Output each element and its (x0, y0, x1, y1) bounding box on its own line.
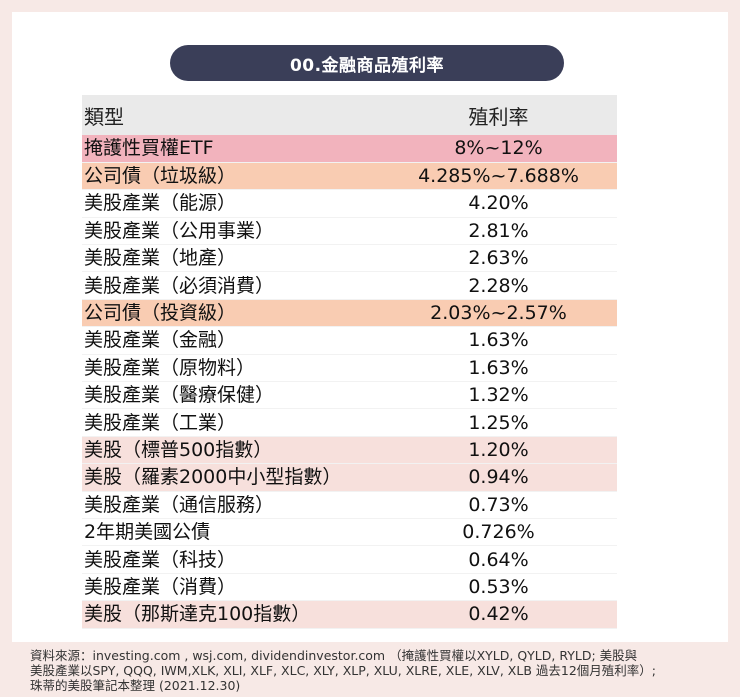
table-row: 美股產業（能源） 4.20% (82, 189, 617, 218)
row-yield: 0.94% (380, 463, 617, 492)
row-yield: 8%~12% (380, 135, 617, 163)
row-type: 美股產業（通信服務） (82, 491, 380, 519)
row-yield: 2.28% (380, 271, 617, 300)
table-row: 掩護性買權ETF 8%~12% (82, 135, 617, 163)
row-yield: 1.63% (380, 326, 617, 355)
row-type: 公司債（投資級） (82, 299, 380, 328)
row-yield: 1.63% (380, 354, 617, 383)
table-row: 公司債（投資級） 2.03%~2.57% (82, 299, 617, 328)
row-type: 2年期美國公債 (82, 518, 380, 547)
row-yield: 0.42% (380, 600, 617, 629)
table-header-row: 類型 殖利率 (82, 95, 617, 135)
row-yield: 0.53% (380, 573, 617, 602)
table-row: 美股產業（醫療保健） 1.32% (82, 381, 617, 410)
row-yield: 0.73% (380, 491, 617, 519)
table-row: 美股產業（地產） 2.63% (82, 244, 617, 273)
table-row: 美股（標普500指數） 1.20% (82, 436, 617, 465)
row-type: 美股產業（科技） (82, 545, 380, 574)
table-row: 美股產業（科技） 0.64% (82, 545, 617, 574)
row-type: 美股產業（公用事業） (82, 217, 380, 246)
row-type: 美股（羅素2000中小型指數） (82, 463, 380, 492)
table-row: 美股產業（通信服務） 0.73% (82, 491, 617, 519)
row-type: 美股產業（原物料） (82, 354, 380, 383)
row-type: 公司債（垃圾級） (82, 162, 380, 191)
table-row: 美股產業（公用事業） 2.81% (82, 217, 617, 246)
row-type: 美股產業（工業） (82, 408, 380, 437)
row-yield: 1.25% (380, 408, 617, 437)
table-row: 2年期美國公債 0.726% (82, 518, 617, 547)
footnote-line: 珠蒂的美股筆記本整理 (2021.12.30) (30, 678, 241, 693)
row-type: 美股產業（金融） (82, 326, 380, 355)
row-type: 美股產業（能源） (82, 189, 380, 218)
header-yield: 殖利率 (468, 104, 529, 129)
row-type: 美股（標普500指數） (82, 436, 380, 465)
row-yield: 0.64% (380, 545, 617, 574)
row-yield: 1.32% (380, 381, 617, 410)
row-type: 美股產業（消費） (82, 573, 380, 602)
row-yield: 1.20% (380, 436, 617, 465)
row-yield: 2.03%~2.57% (380, 299, 617, 328)
row-yield: 0.726% (380, 518, 617, 547)
page-title: 00.金融商品殖利率 (170, 45, 564, 81)
row-yield: 4.285%~7.688% (380, 162, 617, 191)
row-type: 美股產業（必須消費） (82, 271, 380, 300)
row-yield: 4.20% (380, 189, 617, 218)
table-row: 美股產業（工業） 1.25% (82, 408, 617, 437)
table-row: 美股產業（必須消費） 2.28% (82, 271, 617, 300)
yield-table: 類型 殖利率 掩護性買權ETF 8%~12% 公司債（垃圾級） 4.285%~7.68… (82, 95, 617, 629)
table-row: 公司債（垃圾級） 4.285%~7.688% (82, 162, 617, 191)
table-row: 美股（那斯達克100指數） 0.42% (82, 600, 617, 629)
row-type: 掩護性買權ETF (82, 135, 380, 163)
table-row: 美股產業（消費） 0.53% (82, 573, 617, 602)
table-body: 掩護性買權ETF 8%~12% 公司債（垃圾級） 4.285%~7.688% 美股產業（… (82, 135, 617, 629)
row-yield: 2.63% (380, 244, 617, 273)
table-row: 美股（羅素2000中小型指數） 0.94% (82, 463, 617, 492)
row-type: 美股（那斯達克100指數） (82, 600, 380, 629)
row-yield: 2.81% (380, 217, 617, 246)
table-row: 美股產業（金融） 1.63% (82, 326, 617, 355)
row-type: 美股產業（醫療保健） (82, 381, 380, 410)
header-type: 類型 (84, 104, 124, 129)
row-type: 美股產業（地產） (82, 244, 380, 273)
footnote-line: 美股產業以SPY, QQQ, IWM,XLK, XLI, XLF, XLC, X… (30, 663, 656, 678)
source-footnote: 資料來源：investing.com , wsj.com, dividendin… (30, 648, 730, 693)
footnote-line: 資料來源：investing.com , wsj.com, dividendin… (30, 648, 638, 663)
table-row: 美股產業（原物料） 1.63% (82, 354, 617, 383)
